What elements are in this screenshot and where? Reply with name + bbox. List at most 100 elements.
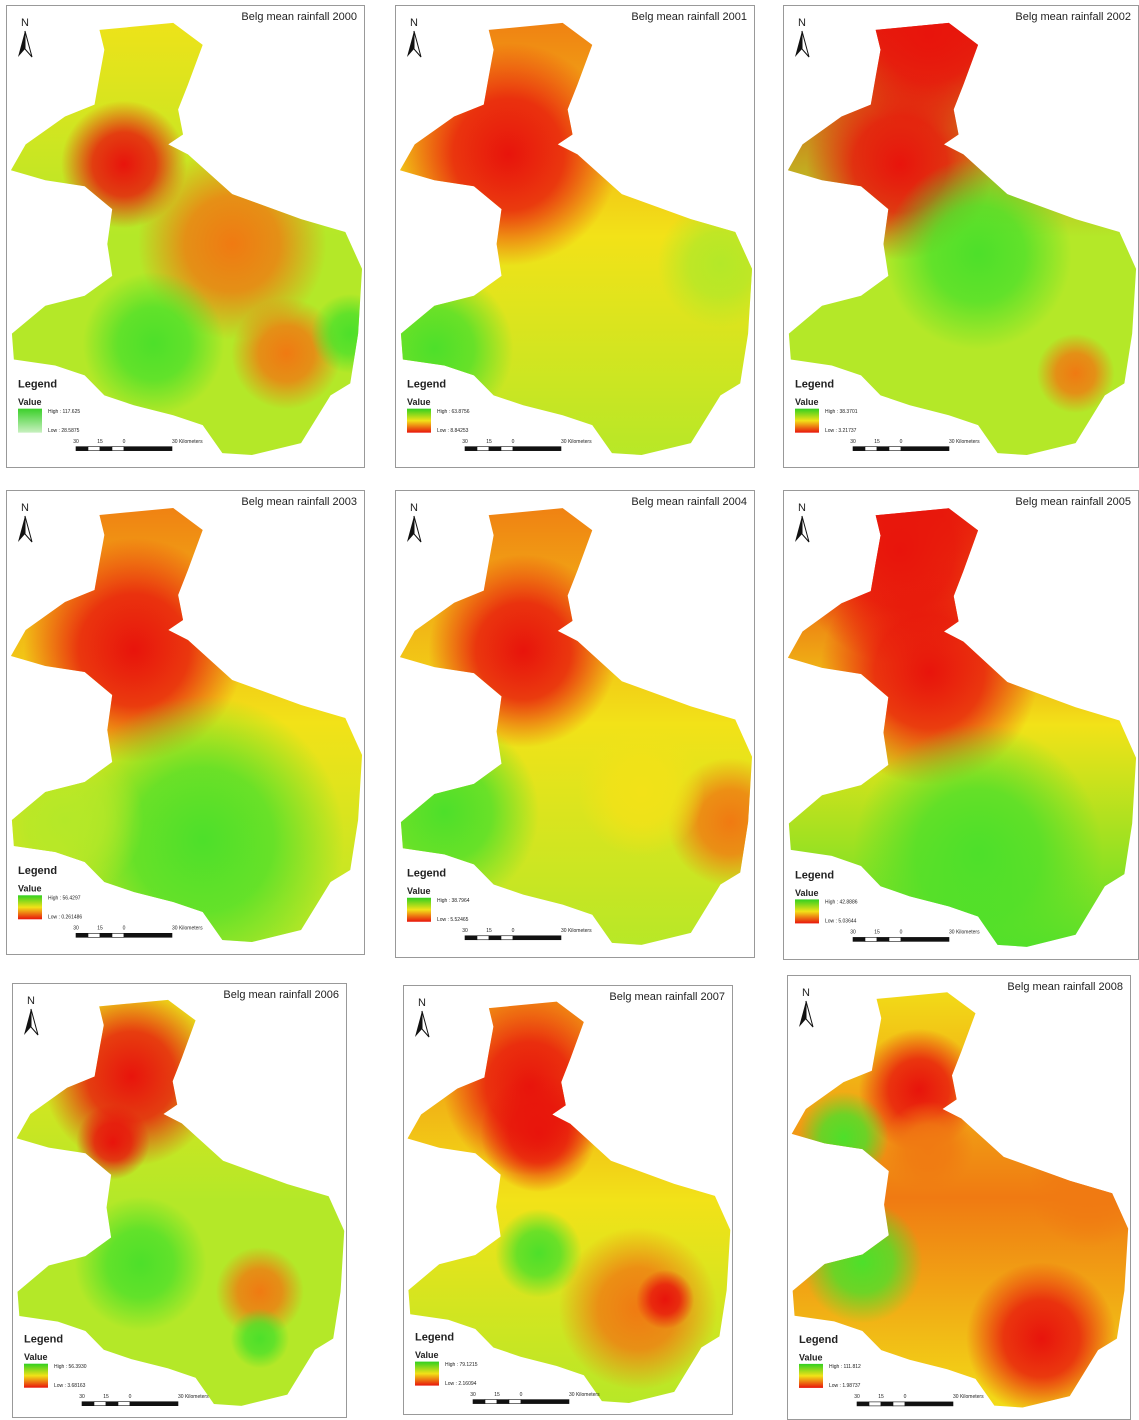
surface-hotspot <box>82 271 225 416</box>
north-arrow <box>413 30 422 58</box>
legend-high: High : 117.625 <box>48 409 80 415</box>
scale-bar-label: 0 <box>900 930 903 936</box>
surface-hotspot <box>495 1208 583 1298</box>
scale-bar-segment <box>904 1401 954 1407</box>
legend-value-label: Value <box>415 1350 439 1360</box>
scale-bar-label: 15 <box>486 439 492 445</box>
legend-low: Low : 2.16094 <box>445 1381 477 1387</box>
legend-title: Legend <box>799 1334 838 1346</box>
legend-swatch <box>407 408 431 433</box>
scale-bar-segment <box>472 1399 486 1404</box>
scale-bar-label: 15 <box>97 926 103 932</box>
north-arrow <box>421 1010 430 1038</box>
legend-low: Low : 0.261486 <box>48 915 82 921</box>
map-title: Belg mean rainfall 2002 <box>1015 11 1131 23</box>
scale-bar-segment <box>464 935 478 941</box>
scale-bar-segment <box>864 446 878 451</box>
north-label: N <box>21 17 29 29</box>
scale-bar-segment <box>864 937 878 942</box>
scale-bar-segment <box>512 935 562 941</box>
map-panel: Belg mean rainfall 2005 N Legend Value High … <box>783 490 1139 960</box>
scale-bar-segment <box>880 1401 894 1407</box>
north-arrow <box>795 516 802 542</box>
scale-bar-label: 30 <box>73 439 79 445</box>
legend-value-label: Value <box>18 884 42 894</box>
legend-title: Legend <box>415 1332 454 1344</box>
legend-high: High : 56.3930 <box>54 1364 87 1370</box>
legend-title: Legend <box>18 379 57 391</box>
scale-bar-segment <box>496 1399 510 1404</box>
legend-title: Legend <box>407 868 446 880</box>
scale-bar-segment <box>476 935 490 941</box>
scale-bar-segment <box>892 1401 906 1407</box>
scale-bar-label: 30 <box>470 1392 476 1398</box>
north-arrow <box>415 1011 422 1037</box>
scale-bar-label: 0 <box>129 1394 132 1400</box>
legend-low: Low : 5.52465 <box>437 917 469 923</box>
scale-bar-segment <box>876 446 890 451</box>
scale-bar-label: 30 Kilometers <box>949 439 980 445</box>
surface-hotspot <box>883 1101 974 1194</box>
surface-hotspot <box>966 1262 1117 1408</box>
legend-high: High : 38.7964 <box>437 898 470 904</box>
surface-hotspot <box>884 158 1072 350</box>
scale-bar-segment <box>99 932 113 938</box>
map-title: Belg mean rainfall 2004 <box>631 496 747 508</box>
map-title: Belg mean rainfall 2005 <box>1015 496 1131 508</box>
north-arrow <box>407 516 414 542</box>
scale-bar-segment <box>488 935 502 941</box>
scale-bar-segment <box>888 446 902 451</box>
legend-title: Legend <box>795 869 834 881</box>
legend-low: Low : 5.03644 <box>825 919 857 925</box>
scale-bar-segment <box>520 1399 570 1404</box>
legend-low: Low : 1.98737 <box>829 1383 861 1389</box>
legend-swatch <box>18 408 42 433</box>
scale-bar-label: 15 <box>494 1392 500 1398</box>
scale-bar-segment <box>488 446 502 451</box>
north-label: N <box>21 502 29 514</box>
north-arrow <box>799 1001 806 1027</box>
legend-swatch <box>18 895 42 920</box>
north-arrow <box>805 1000 814 1028</box>
legend-title: Legend <box>18 865 57 877</box>
scale-bar-segment <box>111 932 125 938</box>
north-label: N <box>27 995 35 1007</box>
north-arrow <box>24 1009 31 1035</box>
scale-bar-segment <box>476 446 490 451</box>
north-arrow <box>24 30 33 58</box>
surface-hotspot <box>230 1308 290 1369</box>
legend-high: High : 56.4297 <box>48 896 81 902</box>
map-panel: Belg mean rainfall 2001 N Legend Value High … <box>395 5 755 468</box>
legend-high: High : 38.3701 <box>825 409 858 415</box>
map-panel: Belg mean rainfall 2004 N Legend Value High … <box>395 490 755 958</box>
north-arrow <box>795 31 802 57</box>
scale-bar-label: 30 <box>850 439 856 445</box>
legend-swatch <box>415 1361 439 1386</box>
map-panel: Belg mean rainfall 2007 N Legend Value High … <box>403 985 733 1415</box>
north-label: N <box>410 17 418 29</box>
scale-bar-label: 30 <box>462 439 468 445</box>
surface-hotspot <box>657 200 753 328</box>
scale-bar-segment <box>93 1401 107 1407</box>
legend-title: Legend <box>407 379 446 391</box>
scale-bar-segment <box>900 937 950 942</box>
north-arrow <box>18 31 25 57</box>
scale-bar-label: 30 <box>854 1394 860 1400</box>
map-panel: Belg mean rainfall 2000 N Legend Value High … <box>6 5 365 468</box>
map-title: Belg mean rainfall 2003 <box>241 496 357 508</box>
scale-bar-label: 0 <box>900 439 903 445</box>
map-panel: Belg mean rainfall 2003 N Legend Value High … <box>6 490 365 955</box>
scale-bar-segment <box>900 446 950 451</box>
legend-high: High : 111.812 <box>829 1364 861 1370</box>
north-arrow <box>801 30 810 58</box>
scale-bar-segment <box>500 935 514 941</box>
surface-hotspot <box>1036 333 1115 414</box>
legend-value-label: Value <box>18 397 42 407</box>
legend-value-label: Value <box>795 888 819 898</box>
scale-bar-segment <box>868 1401 882 1407</box>
scale-bar-label: 30 Kilometers <box>569 1392 600 1398</box>
surface-hotspot <box>636 1269 695 1329</box>
scale-bar-label: 15 <box>486 928 492 934</box>
north-arrow <box>801 515 810 543</box>
